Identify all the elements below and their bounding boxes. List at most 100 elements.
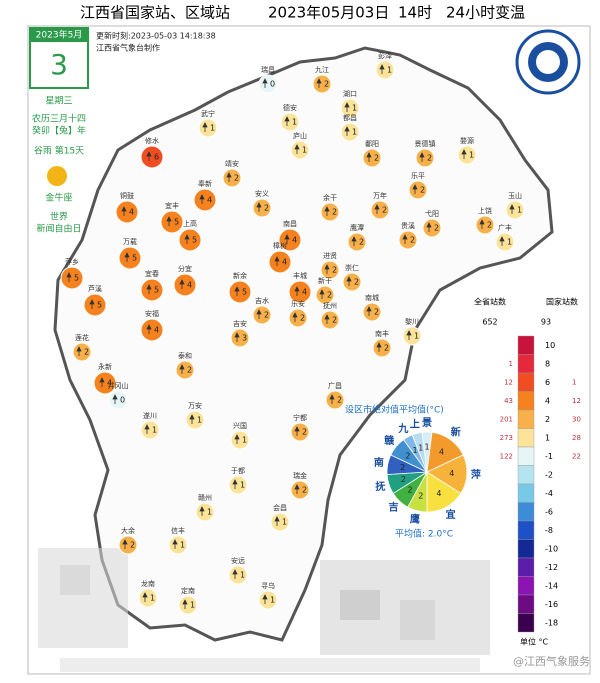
station-value: 5	[174, 218, 179, 227]
trend-arrow	[284, 116, 290, 126]
station-value: 2	[130, 541, 135, 550]
pie-average: 平均值: 2.0°C	[395, 528, 453, 540]
station-value: 5	[154, 286, 159, 295]
station-marker	[325, 390, 345, 410]
legend-swatch	[517, 502, 535, 522]
update-time: 更新时刻:2023-05-03 14:18:38	[96, 31, 216, 41]
legend-value: 8	[545, 359, 550, 368]
pie-label: 上	[410, 418, 420, 431]
trend-arrow	[294, 286, 300, 296]
legend-swatch	[517, 576, 535, 596]
pie-label: 抚	[375, 480, 385, 493]
pie-value: 2	[418, 492, 423, 501]
station-value: 1	[352, 104, 357, 113]
station-value: 1	[207, 508, 212, 517]
station-marker	[290, 480, 310, 500]
pie-title: 设区市绝对值平均值(°C)	[345, 404, 444, 416]
station-name: 都昌	[343, 114, 357, 122]
station-name: 广丰	[498, 223, 512, 232]
legend-national-total: 93	[541, 318, 551, 327]
station-value: 1	[240, 571, 245, 580]
pie-label: 景	[422, 417, 432, 429]
station-marker	[422, 218, 442, 238]
legend-value: -12	[545, 563, 558, 572]
station-marker	[457, 145, 477, 165]
pie-label: 赣	[384, 434, 395, 447]
legend-value: -18	[545, 618, 558, 627]
station-name: 乐安	[291, 299, 305, 308]
blurred-area	[38, 548, 490, 672]
station-name: 鄱阳	[365, 139, 379, 148]
station-marker	[60, 266, 84, 290]
station-marker	[312, 74, 332, 94]
station-value: 5	[192, 236, 197, 245]
station-name: 景德镇	[415, 139, 436, 148]
station-marker	[140, 278, 164, 302]
station-marker	[230, 328, 250, 348]
title: 江西省国家站、区域站	[80, 4, 230, 22]
zodiac-icon	[47, 166, 67, 186]
station-name: 余干	[323, 193, 337, 202]
legend-swatch	[517, 446, 535, 466]
station-name: 上高	[183, 219, 197, 228]
pie-value: 2	[405, 452, 410, 461]
pie-value: 2	[401, 475, 406, 484]
station-value: 1	[469, 151, 474, 160]
station-marker	[288, 308, 308, 328]
trend-arrow	[122, 539, 128, 549]
trend-arrow	[166, 216, 172, 226]
station-name: 宜春	[145, 269, 159, 278]
trend-arrow	[379, 64, 385, 74]
station-value: 2	[187, 366, 192, 375]
trend-arrow	[99, 377, 105, 387]
trend-arrow	[284, 234, 290, 244]
festival-line: 新闻自由日	[36, 223, 81, 235]
lunar-date: 农历三月十四	[32, 113, 86, 125]
trend-arrow	[366, 306, 372, 316]
frame	[27, 25, 591, 675]
station-name: 乐平	[411, 171, 425, 180]
trend-arrow	[324, 206, 330, 216]
calendar-month: 2023年5月	[36, 29, 83, 41]
trend-arrow	[509, 204, 515, 214]
station-name: 湖口	[343, 89, 357, 98]
station-marker	[138, 588, 158, 608]
trend-arrow	[182, 599, 188, 609]
station-marker	[93, 371, 117, 395]
legend-value: 6	[545, 378, 550, 387]
title-hour: 14时	[398, 4, 432, 22]
trend-arrow	[426, 222, 432, 232]
station-value: 2	[359, 238, 364, 247]
trend-arrow	[344, 126, 350, 136]
legend-all-count: 43	[504, 397, 513, 405]
station-value: 1	[152, 426, 157, 435]
pie-value: 4	[449, 469, 454, 478]
station-value: 2	[337, 396, 342, 405]
trend-arrow	[292, 312, 298, 322]
station-name: 崇仁	[345, 263, 359, 272]
station-name: 新余	[233, 271, 247, 280]
trend-arrow	[76, 346, 82, 356]
legend-swatch	[517, 613, 535, 633]
station-marker	[408, 180, 428, 200]
station-value: 4	[187, 281, 192, 290]
legend-value: 4	[545, 396, 550, 405]
trend-arrow	[172, 539, 178, 549]
solar-term: 谷雨 第15天	[34, 145, 84, 157]
station-marker	[195, 502, 215, 522]
trend-arrow	[146, 151, 152, 161]
producer: 江西省气象台制作	[96, 43, 160, 53]
station-name: 万载	[123, 237, 137, 246]
station-value: 5	[97, 301, 102, 310]
station-marker	[252, 198, 272, 218]
trend-arrow	[232, 479, 238, 489]
trend-arrow	[319, 289, 325, 299]
trend-arrow	[226, 172, 232, 182]
trend-arrow	[189, 414, 195, 424]
station-name: 樟树	[273, 241, 287, 250]
station-value: 1	[270, 596, 275, 605]
station-value: 2	[264, 204, 269, 213]
station-value: 4	[292, 236, 297, 245]
station-marker	[290, 140, 310, 160]
trend-arrow	[89, 299, 95, 309]
